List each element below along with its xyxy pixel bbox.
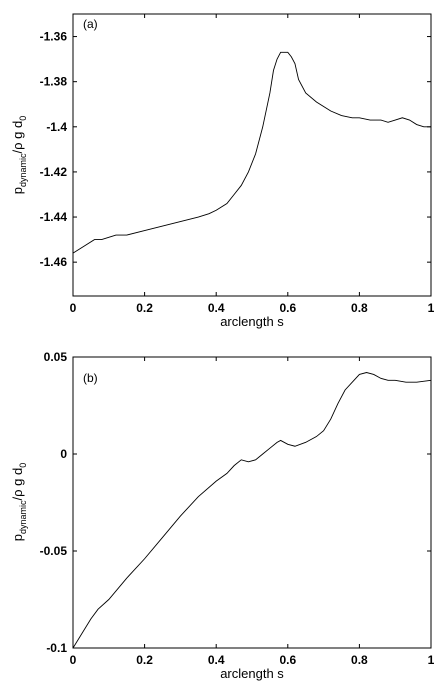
panel-b-ylabel-mid: /ρ g d bbox=[10, 468, 25, 501]
panel-a-series-line bbox=[72, 51, 431, 254]
panel-b-label: (b) bbox=[83, 371, 98, 385]
panel-b-xtick-label: 0.6 bbox=[279, 653, 296, 667]
panel-a-xtick-label: 0.8 bbox=[351, 301, 368, 315]
panel-b-frame bbox=[72, 356, 432, 649]
panel-a-xlabel: arclength s bbox=[220, 314, 284, 329]
panel-a-label: (a) bbox=[83, 17, 98, 31]
panel-a-ticks: 0 0.2 0.4 0.6 0.8 1 -1.36 -1.38 -1.4 -1.42 -1.44 -1… bbox=[40, 14, 435, 315]
panel-a-ytick-label: -1.36 bbox=[40, 30, 68, 44]
panel-a: (a) 0 0.2 0.4 0.6 0.8 1 -1.36 -1.38 -1.4 -1.42 -1.… bbox=[10, 13, 435, 329]
panel-a-ytick-label: -1.44 bbox=[40, 210, 68, 224]
panel-a-ylabel-mid: /ρ g d bbox=[10, 121, 25, 154]
panel-a-xtick-label: 0 bbox=[70, 301, 77, 315]
panel-b-xtick-label: 0.2 bbox=[136, 653, 153, 667]
panel-a-ytick-label: -1.38 bbox=[40, 75, 68, 89]
panel-b-xtick-label: 0.4 bbox=[208, 653, 225, 667]
panel-b-ylabel-sub1: dynamic bbox=[18, 500, 28, 534]
panel-b: (b) 0 0.2 0.4 0.6 0.8 1 0.05 0 -0.05 -0.1 arcleng… bbox=[10, 350, 435, 681]
panel-b-ticks: 0 0.2 0.4 0.6 0.8 1 0.05 0 -0.05 -0.1 bbox=[40, 350, 435, 667]
panel-b-series-line bbox=[72, 372, 432, 649]
panel-a-ytick-label: -1.42 bbox=[40, 165, 68, 179]
panel-a-ylabel-sub2: 0 bbox=[18, 116, 28, 121]
panel-a-xtick-label: 0.2 bbox=[136, 301, 153, 315]
panel-a-ylabel: pdynamic/ρ g d0 bbox=[10, 116, 28, 194]
panel-a-ylabel-sub1: dynamic bbox=[18, 153, 28, 187]
panel-b-ytick-label: -0.05 bbox=[40, 544, 68, 558]
panel-b-xtick-label: 0.8 bbox=[351, 653, 368, 667]
panel-b-ylabel-sub2: 0 bbox=[18, 463, 28, 468]
panel-b-xtick-label: 0 bbox=[70, 653, 77, 667]
panel-a-ytick-label: -1.4 bbox=[46, 120, 67, 134]
panel-b-ytick-label: 0.05 bbox=[44, 350, 68, 364]
panel-b-ylabel: pdynamic/ρ g d0 bbox=[10, 463, 28, 541]
panel-a-xtick-label: 0.4 bbox=[208, 301, 225, 315]
panel-a-ytick-label: -1.46 bbox=[40, 255, 68, 269]
panel-b-ytick-label: -0.1 bbox=[46, 641, 67, 655]
panel-a-xtick-label: 1 bbox=[428, 301, 435, 315]
panel-b-xtick-label: 1 bbox=[428, 653, 435, 667]
panel-b-ylabel-base: p bbox=[10, 534, 25, 541]
panel-a-ylabel-base: p bbox=[10, 187, 25, 194]
panel-b-ytick-label: 0 bbox=[60, 447, 67, 461]
panel-a-xtick-label: 0.6 bbox=[279, 301, 296, 315]
panel-a-frame bbox=[72, 13, 432, 297]
panel-b-xlabel: arclength s bbox=[220, 666, 284, 681]
